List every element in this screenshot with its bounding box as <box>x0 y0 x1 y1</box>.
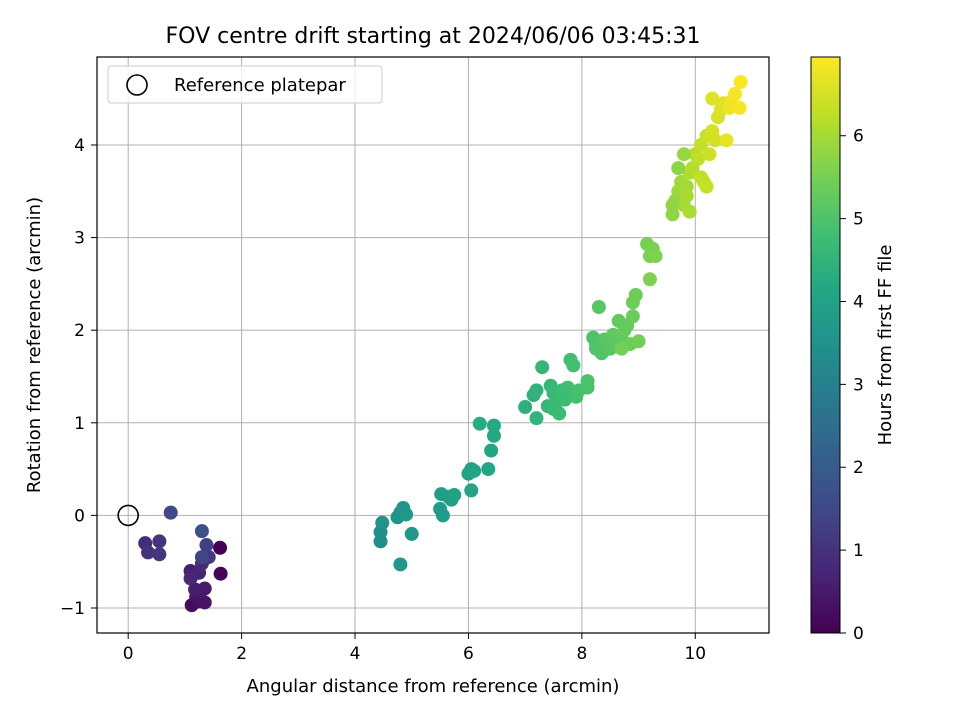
data-point <box>375 515 390 530</box>
data-point <box>648 249 663 264</box>
y-tick-label: 3 <box>74 229 85 249</box>
data-point <box>399 507 414 522</box>
data-point <box>708 133 723 148</box>
reference-platepar-marker <box>117 504 139 527</box>
colorbar-tick-label: 2 <box>853 458 864 478</box>
reference-marker <box>117 504 139 527</box>
chart-title: FOV centre drift starting at 2024/06/06 … <box>166 24 701 49</box>
data-point <box>679 188 694 203</box>
y-tick-label: 4 <box>74 136 85 156</box>
data-point <box>671 161 686 176</box>
data-point <box>213 566 228 581</box>
colorbar-tick-label: 5 <box>853 210 864 230</box>
y-tick-label: 1 <box>74 414 85 434</box>
data-point <box>557 392 572 407</box>
data-point <box>194 524 209 539</box>
data-point <box>393 557 408 572</box>
colorbar-tick-label: 3 <box>853 375 864 395</box>
data-point <box>625 309 640 324</box>
data-point <box>464 483 479 498</box>
colorbar-tick-label: 0 <box>853 624 864 644</box>
legend-label: Reference platepar <box>174 75 346 96</box>
colorbar-tick-label: 1 <box>853 541 864 561</box>
x-tick-label: 6 <box>463 644 474 664</box>
data-point <box>733 75 748 90</box>
data-point <box>152 547 167 562</box>
data-point <box>719 133 734 148</box>
data-point <box>614 341 629 356</box>
y-axis-ticks: −1 0 1 2 3 4 <box>60 136 97 619</box>
plot-frame <box>96 56 770 634</box>
data-point <box>727 87 742 102</box>
data-point <box>152 534 167 549</box>
data-point <box>529 411 544 426</box>
colorbar-tick-label: 4 <box>853 292 864 312</box>
data-point <box>631 334 646 349</box>
data-points <box>138 75 748 613</box>
x-axis-label: Angular distance from reference (arcmin) <box>247 676 620 697</box>
data-point <box>665 198 680 213</box>
colorbar-ticks: 0 1 2 3 4 5 6 <box>840 127 864 644</box>
data-point <box>589 341 604 356</box>
x-tick-label: 0 <box>123 644 134 664</box>
data-point <box>163 505 178 520</box>
grid-lines <box>97 57 769 633</box>
y-tick-label: −1 <box>60 599 85 619</box>
data-point <box>213 540 228 555</box>
data-point <box>486 428 501 443</box>
data-point <box>188 582 203 597</box>
data-point <box>566 358 581 373</box>
x-tick-label: 10 <box>684 644 706 664</box>
data-point <box>642 272 657 287</box>
data-point <box>682 204 697 219</box>
data-point <box>183 571 198 586</box>
colorbar: 0 1 2 3 4 5 6 Hours from first FF file <box>810 56 896 644</box>
data-point <box>467 463 482 478</box>
data-point <box>472 416 487 431</box>
data-point <box>484 443 499 458</box>
legend-reference-marker <box>126 74 148 96</box>
x-tick-label: 4 <box>350 644 361 664</box>
data-point <box>199 538 214 553</box>
data-point <box>732 100 747 115</box>
x-tick-label: 8 <box>576 644 587 664</box>
data-point <box>560 380 575 395</box>
data-point <box>194 550 209 565</box>
data-point <box>552 406 567 421</box>
data-point <box>481 462 496 477</box>
data-point <box>529 383 544 398</box>
legend-box <box>107 65 383 104</box>
x-axis-ticks: 0 2 4 6 8 10 <box>123 633 706 664</box>
data-point <box>535 360 550 375</box>
colorbar-gradient <box>810 56 841 634</box>
data-point <box>705 91 720 106</box>
data-point <box>591 300 606 315</box>
data-point <box>447 488 462 503</box>
data-point <box>435 508 450 523</box>
data-point <box>486 418 501 433</box>
data-point <box>691 151 706 166</box>
data-point <box>404 526 419 541</box>
data-point <box>628 287 643 302</box>
data-point <box>518 400 533 415</box>
y-tick-label: 0 <box>74 506 85 526</box>
colorbar-tick-label: 6 <box>853 127 864 147</box>
data-point <box>141 545 156 560</box>
data-point <box>676 147 691 162</box>
x-tick-label: 2 <box>236 644 247 664</box>
legend: Reference platepar <box>107 65 383 104</box>
y-axis-label: Rotation from reference (arcmin) <box>24 197 45 493</box>
colorbar-label: Hours from first FF file <box>875 245 896 446</box>
data-point <box>693 170 708 185</box>
data-point <box>702 147 717 162</box>
y-tick-label: 2 <box>74 321 85 341</box>
data-point <box>580 380 595 395</box>
